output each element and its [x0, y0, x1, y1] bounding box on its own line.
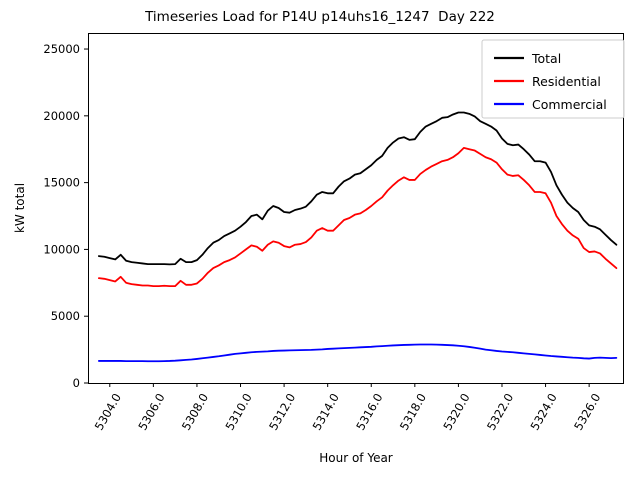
- x-axis-label: Hour of Year: [319, 451, 393, 465]
- x-tick-label: 5318.0: [397, 391, 429, 433]
- x-tick-label: 5314.0: [310, 391, 342, 433]
- x-tick-label: 5308.0: [179, 391, 211, 433]
- series-line-total: [97, 111, 618, 266]
- x-tick-label: 5326.0: [571, 391, 603, 433]
- x-axis-ticks: 5304.0 5306.0 5308.0 5310.0 5312.0 5314.0 5316…: [92, 383, 603, 433]
- legend-label-commercial: Commercial: [532, 97, 607, 112]
- legend-label-total: Total: [531, 51, 561, 66]
- y-tick-label: 15000: [43, 176, 80, 190]
- x-tick-label: 5304.0: [92, 391, 124, 433]
- chart-title: Timeseries Load for P14U p14uhs16_1247 D…: [145, 9, 495, 25]
- x-tick-label: 5324.0: [528, 391, 560, 433]
- y-tick-label: 5000: [51, 309, 80, 323]
- series-line-commercial: [97, 343, 618, 363]
- x-tick-label: 5312.0: [266, 391, 298, 433]
- data-series-group: [97, 111, 618, 363]
- x-tick-label: 5306.0: [135, 391, 167, 433]
- y-tick-label: 25000: [43, 42, 80, 56]
- y-tick-label: 0: [73, 376, 80, 390]
- legend-label-residential: Residential: [532, 74, 601, 89]
- y-axis-ticks: 0 5000 10000 15000 20000 25000: [43, 42, 88, 390]
- x-tick-label: 5320.0: [440, 391, 472, 433]
- legend-box: [481, 39, 625, 119]
- chart-legend: Total Residential Commercial: [481, 39, 625, 119]
- series-line-residential: [97, 146, 618, 288]
- x-tick-label: 5322.0: [484, 391, 516, 433]
- y-tick-label: 10000: [43, 242, 80, 256]
- x-tick-label: 5310.0: [222, 391, 254, 433]
- y-axis-label: kW total: [13, 183, 27, 233]
- x-tick-label: 5316.0: [353, 391, 385, 433]
- y-tick-label: 20000: [43, 109, 80, 123]
